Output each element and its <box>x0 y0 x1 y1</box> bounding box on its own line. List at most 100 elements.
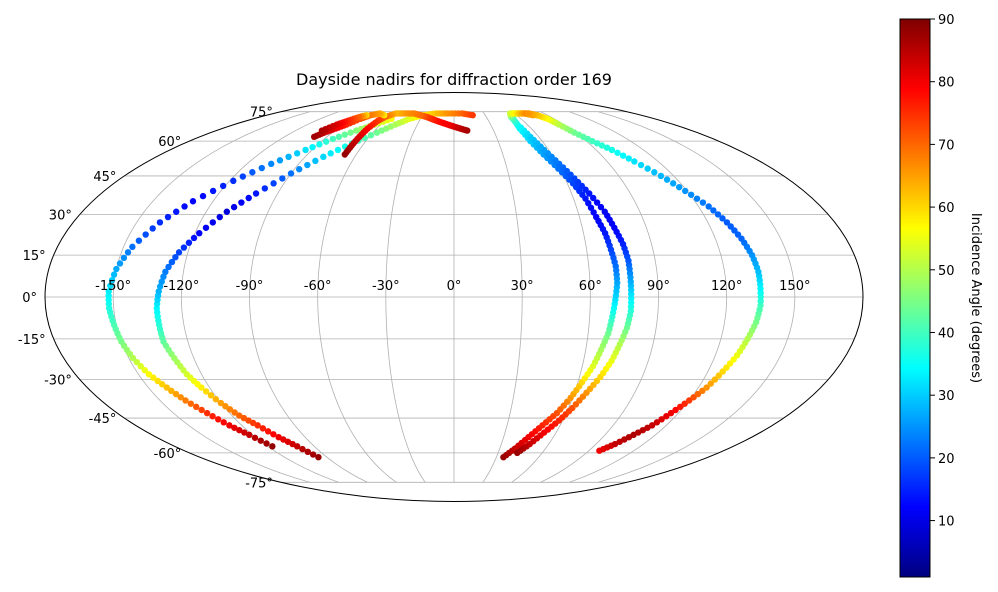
data-point <box>608 146 616 154</box>
data-point <box>251 434 259 441</box>
longitude-gridline <box>482 111 523 483</box>
data-point <box>107 282 114 289</box>
data-point <box>681 400 688 407</box>
data-point <box>108 276 116 284</box>
data-point <box>189 198 197 205</box>
data-point <box>236 412 243 419</box>
latitude-tick-label: 60° <box>158 135 181 150</box>
data-point <box>597 203 605 211</box>
data-point <box>230 203 238 211</box>
data-point <box>335 133 343 141</box>
longitude-tick-labels: -150° -120° -90° -60° -30° 0° 30° 60° 90° 120° 150… <box>95 279 810 294</box>
data-point <box>637 161 645 169</box>
colorbar-tick-label: 30 <box>938 389 955 404</box>
data-point <box>135 237 143 244</box>
data-point <box>137 363 144 370</box>
data-point <box>631 158 638 165</box>
data-point <box>334 146 342 154</box>
data-point <box>226 422 233 429</box>
data-point <box>199 192 207 200</box>
data-point <box>279 175 286 182</box>
data-point <box>193 403 200 411</box>
colorbar-ticks: 10 20 30 40 50 60 70 80 90 <box>930 13 955 530</box>
data-point <box>168 387 175 394</box>
data-point <box>175 249 183 256</box>
data-point <box>270 431 277 438</box>
data-point <box>299 445 306 453</box>
data-point <box>693 195 701 202</box>
data-point <box>269 443 276 450</box>
data-point <box>309 143 316 151</box>
data-point <box>593 140 601 147</box>
colorbar-tick-label: 10 <box>938 515 955 530</box>
data-point <box>285 153 292 160</box>
data-point <box>598 142 606 149</box>
data-point <box>241 429 248 436</box>
longitude-tick-label: 60° <box>579 279 602 294</box>
latitude-tick-label: -30° <box>44 374 72 389</box>
data-point <box>663 413 670 420</box>
data-point <box>198 406 205 414</box>
chart-title: Dayside nadirs for diffraction order 169 <box>296 70 612 89</box>
data-point <box>719 368 726 375</box>
data-point <box>469 112 476 119</box>
data-point <box>154 377 161 385</box>
data-point <box>727 223 734 230</box>
data-point <box>145 371 153 378</box>
data-point <box>625 155 632 162</box>
data-point <box>341 151 349 158</box>
data-point <box>309 451 317 458</box>
data-point <box>329 135 337 143</box>
data-point <box>214 416 222 423</box>
data-point <box>682 187 689 195</box>
data-point <box>687 191 695 198</box>
data-point <box>275 434 282 441</box>
data-point <box>669 180 677 187</box>
data-point <box>524 110 532 117</box>
colorbar-tick-label: 60 <box>938 201 955 216</box>
data-point <box>207 392 215 399</box>
data-point <box>259 425 267 432</box>
data-point <box>173 208 180 215</box>
data-point <box>316 141 323 148</box>
data-point <box>133 358 141 366</box>
data-point <box>676 403 684 411</box>
data-point <box>105 288 112 295</box>
latitude-tick-label: 15° <box>23 249 46 264</box>
colorbar-gradient <box>899 18 931 578</box>
data-point <box>663 176 671 183</box>
colorbar-label: Incidence Angle (degrees) <box>968 213 983 383</box>
longitude-gridline <box>598 111 796 483</box>
data-point <box>276 157 284 164</box>
data-point <box>252 190 260 197</box>
data-point <box>312 157 319 165</box>
data-point <box>699 199 707 206</box>
data-point <box>180 244 188 251</box>
data-point <box>619 152 627 159</box>
latitude-tick-labels: 75° 60° 45° 30° 15° 0° -15° -30° -45° -60° -75° <box>18 106 273 492</box>
longitude-gridline <box>569 111 728 483</box>
longitude-tick-label: -90° <box>236 279 264 294</box>
data-point <box>258 164 265 172</box>
data-point <box>257 437 264 444</box>
data-point <box>318 127 326 134</box>
data-point <box>120 254 128 262</box>
data-point <box>155 288 162 295</box>
data-point <box>156 219 164 226</box>
data-point <box>685 397 693 404</box>
data-point <box>310 133 318 141</box>
longitude-tick-label: 150° <box>779 279 810 294</box>
colorbar-tick-label: 50 <box>938 264 955 279</box>
data-point <box>168 258 176 266</box>
data-point <box>196 229 203 237</box>
map-boundary <box>44 92 864 502</box>
data-point <box>705 203 712 210</box>
data-point <box>293 150 301 157</box>
data-point <box>150 374 157 381</box>
data-point <box>212 396 220 403</box>
scatter-points <box>105 110 764 461</box>
graticule-grid <box>45 111 863 483</box>
data-point <box>209 187 217 195</box>
data-point <box>323 138 330 145</box>
